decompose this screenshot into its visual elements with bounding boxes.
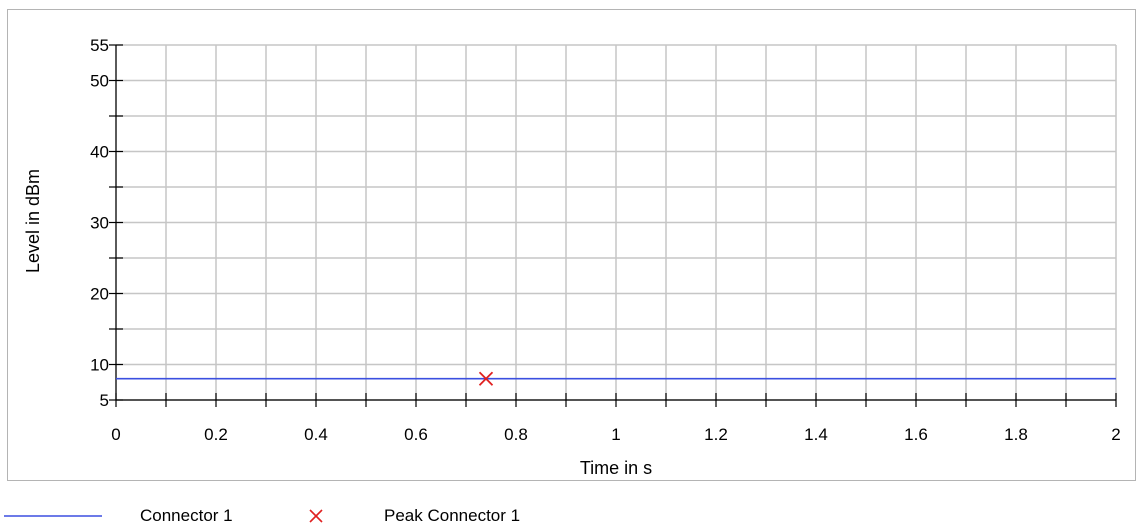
y-tick-label: 30 [90, 214, 109, 233]
y-tick-label: 5 [100, 391, 109, 410]
x-tick-label: 0.6 [404, 425, 428, 444]
x-tick-label: 0 [111, 425, 120, 444]
series-layer [116, 371, 1116, 386]
x-tick-label: 1.2 [704, 425, 728, 444]
legend-item-peak: Peak Connector 1 [308, 503, 520, 529]
x-tick-label: 0.4 [304, 425, 328, 444]
x-tick-label: 2 [1111, 425, 1120, 444]
legend-label-peak: Peak Connector 1 [384, 506, 521, 525]
x-tick-label: 1.4 [804, 425, 828, 444]
x-axis-label: Time in s [580, 458, 652, 478]
y-tick-label: 50 [90, 72, 109, 91]
grid-lines [115, 44, 1117, 401]
legend-item-connector: Connector 1 [4, 503, 233, 529]
x-tick-label: 1 [611, 425, 620, 444]
x-tick-label: 0.8 [504, 425, 528, 444]
x-tick-label: 0.2 [204, 425, 228, 444]
y-tick-label: 20 [90, 285, 109, 304]
y-axis-label: Level in dBm [23, 169, 43, 273]
y-tick-label: 40 [90, 143, 109, 162]
tick-labels: 0 0.2 0.4 0.6 0.8 1 1.2 1.4 1.6 1.8 2 5 10 20 30 40 50 55 [90, 36, 1121, 444]
y-tick-label: 55 [90, 36, 109, 55]
line-icon [4, 515, 102, 517]
x-marker-icon [309, 509, 323, 523]
line-chart: 0 0.2 0.4 0.6 0.8 1 1.2 1.4 1.6 1.8 2 5 10 20 30 40 50 55… [23, 36, 1121, 478]
plot-frame [7, 9, 1136, 481]
x-tick-label: 1.6 [904, 425, 928, 444]
x-tick-label: 1.8 [1004, 425, 1028, 444]
peak-marker [478, 371, 494, 386]
peak-marker-stroke [478, 371, 494, 386]
y-tick-label: 10 [90, 356, 109, 375]
legend-label-connector: Connector 1 [140, 506, 233, 525]
axes [109, 44, 1117, 407]
